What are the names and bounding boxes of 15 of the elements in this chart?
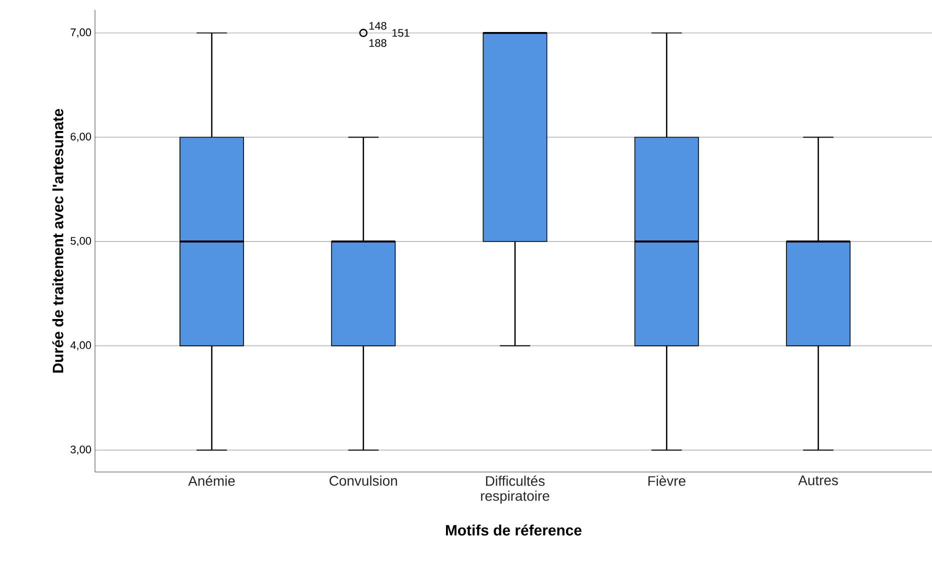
x-tick-label: Convulsion xyxy=(330,476,397,486)
annotation: 188 xyxy=(369,39,386,47)
y-tick-label: 7,00 xyxy=(70,28,92,38)
annotation: 148 xyxy=(369,22,386,30)
x-tick-label: Difficultés respiratoire xyxy=(481,476,550,504)
x-tick-label: Anémie xyxy=(188,476,235,486)
y-axis-title: Durée de traitement avec l'artesunate xyxy=(52,108,64,373)
x-tick-label: Autres xyxy=(798,476,838,486)
y-tick-label: 5,00 xyxy=(70,237,92,246)
y-tick-label: 3,00 xyxy=(70,446,92,455)
y-tick-label: 6,00 xyxy=(70,132,92,142)
x-tick-label: Fièvre xyxy=(648,476,686,486)
y-tick-label: 4,00 xyxy=(70,341,92,350)
annotation: 151 xyxy=(392,29,410,37)
x-axis-title: Motifs de réference xyxy=(446,524,582,536)
